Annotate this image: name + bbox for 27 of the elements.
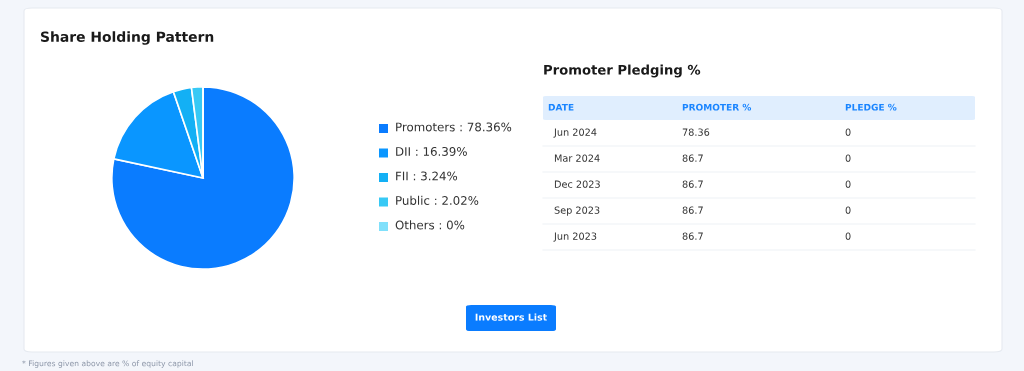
legend-label: FII : 3.24% bbox=[396, 171, 458, 181]
legend-label: Public : 2.02% bbox=[396, 195, 479, 205]
text: 0 bbox=[845, 128, 851, 136]
category-label: PROMOTER % bbox=[682, 103, 752, 111]
chart-title: Share Holding Pattern bbox=[41, 31, 214, 45]
text: 86.7 bbox=[682, 154, 703, 162]
text: Investors List bbox=[475, 313, 547, 321]
legend-label: DII : 16.39% bbox=[396, 147, 467, 156]
text: Mar 2024 bbox=[554, 154, 600, 162]
text: 86.7 bbox=[682, 180, 703, 188]
legend-label: Promoters : 78.36% bbox=[396, 122, 512, 132]
text: Jun 2024 bbox=[553, 128, 597, 138]
text: 0 bbox=[845, 180, 851, 188]
pie-slice bbox=[110, 85, 296, 271]
text: 86.7 bbox=[682, 206, 703, 214]
text: Sep 2023 bbox=[554, 206, 600, 216]
text: 0 bbox=[845, 206, 851, 214]
legend-label: Others : 0% bbox=[395, 220, 465, 230]
text: Jun 2023 bbox=[553, 232, 597, 242]
text: 0 bbox=[845, 232, 851, 240]
text: Dec 2023 bbox=[554, 180, 600, 188]
category-label: DATE bbox=[548, 103, 574, 111]
text: 86.7 bbox=[682, 232, 703, 240]
text: Promoter Pledging % bbox=[544, 64, 701, 78]
text: 78.36 bbox=[682, 128, 710, 136]
text: 0 bbox=[845, 154, 851, 162]
category-label: PLEDGE % bbox=[845, 103, 897, 111]
